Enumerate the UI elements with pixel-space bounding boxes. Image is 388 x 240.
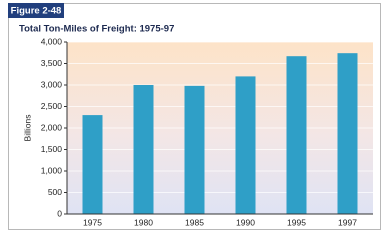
x-tick-label: 1975: [83, 217, 102, 227]
y-tick-label: 1,500: [41, 144, 63, 154]
x-tick-label: 1985: [185, 217, 204, 227]
x-tick-label: 1997: [338, 217, 357, 227]
figure-label: Figure 2-48: [11, 6, 62, 17]
x-tick-label: 1990: [236, 217, 255, 227]
y-tick-label: 2,000: [41, 122, 63, 132]
bar: [82, 115, 103, 214]
bar: [337, 53, 358, 215]
x-tick-label: 1995: [287, 217, 306, 227]
x-tick-label: 1980: [134, 217, 153, 227]
y-tick-label: 3,500: [41, 58, 63, 68]
bar: [235, 76, 256, 215]
bar: [184, 85, 205, 214]
bar: [286, 56, 307, 214]
y-axis-label: Billions: [22, 115, 32, 142]
bar: [133, 85, 154, 214]
figure-tab: [8, 3, 64, 18]
y-tick-label: 3,000: [41, 79, 63, 89]
y-tick-label: 4,000: [41, 36, 63, 46]
chart: Figure 2-48 Total Ton-Miles of Freight: …: [8, 3, 381, 230]
chart-title: Total Ton-Miles of Freight: 1975-97: [19, 24, 174, 35]
y-tick-label: 1,000: [41, 165, 63, 175]
y-tick-label: 2,500: [41, 101, 63, 111]
y-tick-label: 0: [57, 208, 62, 218]
y-tick-label: 500: [48, 187, 62, 197]
